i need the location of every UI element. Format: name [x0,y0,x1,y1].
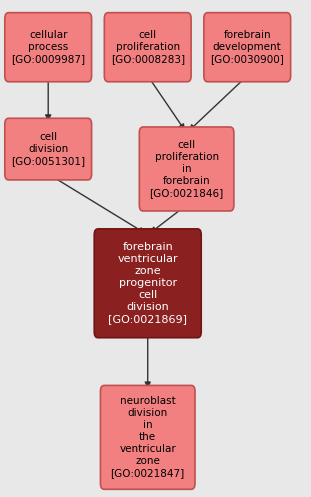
FancyBboxPatch shape [204,12,290,82]
FancyBboxPatch shape [104,12,191,82]
FancyBboxPatch shape [5,118,92,180]
Text: cell
proliferation
in
forebrain
[GO:0021846]: cell proliferation in forebrain [GO:0021… [150,140,224,198]
Text: cellular
process
[GO:0009987]: cellular process [GO:0009987] [11,30,85,64]
Text: forebrain
ventricular
zone
progenitor
cell
division
[GO:0021869]: forebrain ventricular zone progenitor ce… [108,243,187,324]
FancyBboxPatch shape [5,12,92,82]
Text: forebrain
development
[GO:0030900]: forebrain development [GO:0030900] [210,30,284,64]
FancyBboxPatch shape [94,229,201,338]
FancyBboxPatch shape [139,127,234,211]
Text: neuroblast
division
in
the
ventricular
zone
[GO:0021847]: neuroblast division in the ventricular z… [111,397,185,478]
FancyBboxPatch shape [100,386,195,489]
Text: cell
division
[GO:0051301]: cell division [GO:0051301] [11,132,85,166]
Text: cell
proliferation
[GO:0008283]: cell proliferation [GO:0008283] [111,30,185,64]
